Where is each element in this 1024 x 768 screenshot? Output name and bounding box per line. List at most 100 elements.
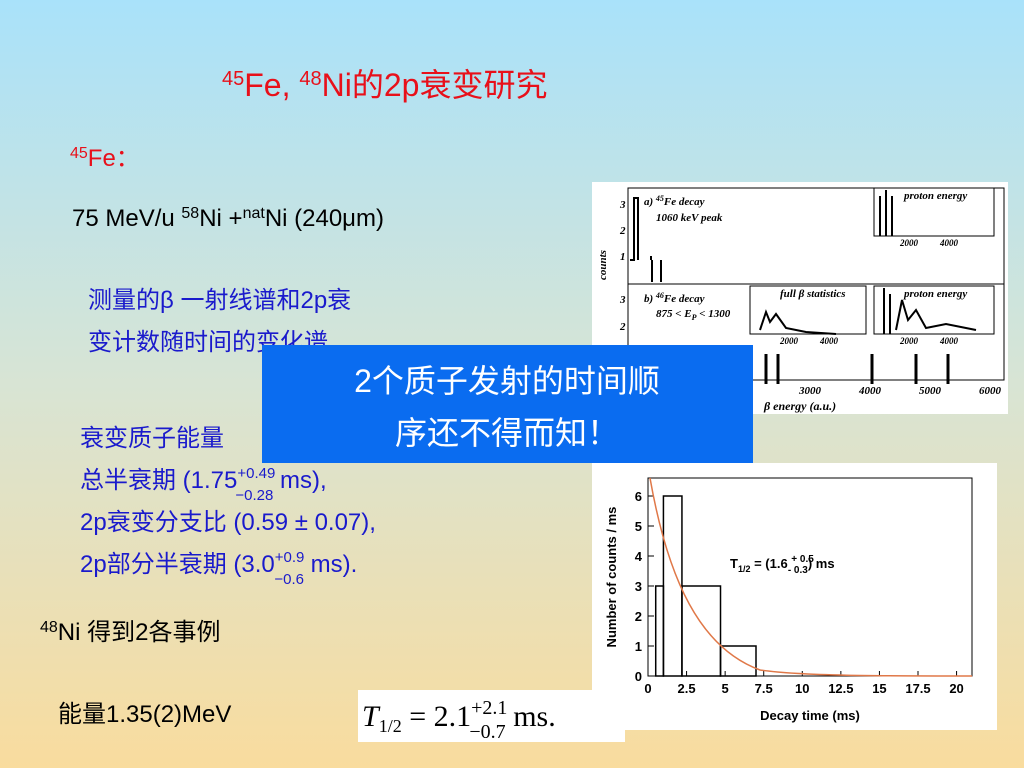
text: a) [644,196,656,208]
sup: 45 [70,145,88,162]
sup: 48 [299,68,321,90]
tick-label: 5000 [919,385,942,397]
result-line: 2p衰变分支比 (0.59 ± 0.07), [80,509,376,536]
inset [873,187,995,237]
tick-label: 2 [619,321,626,333]
x-tick-label: 7.5 [755,681,773,696]
callout-line: 2个质子发射的时间顺 [354,363,660,399]
note-line: 测量的β 一射线谱和2p衰 [88,287,351,314]
sup: nat [243,205,266,222]
plot-frame [647,477,973,677]
annotation-part: - 0.3 [788,565,808,576]
text: ms), [273,467,326,494]
formula: T1/2 = 2.1+2.1 −0.7 ms. [362,697,556,743]
text: Fe decay [663,293,705,305]
callout-box [262,345,753,463]
panel-detail: 875 < EP < 1300 [656,308,731,322]
formula-box [358,690,625,742]
y-tick-label: 2 [635,609,642,624]
x-tick-label: 10 [795,681,809,696]
tick-label: 3 [619,294,626,306]
y-tick-label: 4 [635,549,643,564]
bar [681,585,722,677]
text: ms). [304,551,357,578]
y-tick-label: 0 [635,669,642,684]
tick-label: 2000 [779,336,799,346]
sup: 58 [181,205,199,222]
section-heading: 48Ni 得到2各事例 [40,619,220,647]
sup: 45 [655,194,664,203]
tick-label: 4000 [858,385,882,397]
sup: 48 [40,619,58,636]
y-tick-label: 5 [635,519,642,534]
inset [873,285,995,335]
y-tick-label: 3 [635,579,642,594]
x-tick-label: 17.5 [905,681,930,696]
sub: −0.7 [469,721,505,743]
spectrum-lines [630,190,977,335]
result-line: 总半衰期 (1.75+0.49 −0.28 ms), [80,465,327,504]
y-tick-label: 1 [635,639,642,654]
histogram-panel: 0 2.5 5 7.5 10 12.5 15 17.5 20 0 1 2 3 4 5 6 Decay time … [592,463,997,730]
annotation-part: 1/2 [738,564,751,574]
inset-title: proton energy [903,288,967,300]
sup: +2.1 [471,697,507,719]
y-tick-label: 6 [635,489,642,504]
x-tick-label: 2.5 [678,681,696,696]
energy-text: 能量1.35(2)MeV [58,701,231,728]
annotation-part: + 0.5 [791,554,814,565]
tick-label: 2000 [899,336,919,346]
sup: 45 [222,68,244,90]
text: 总半衰期 (1.75 [80,467,237,494]
text: T [362,700,381,733]
sub: −0.6 [274,571,304,588]
tick-label: 2000 [899,238,919,248]
panel-label: b) 46Fe decay [644,291,705,306]
text: 875 < E [656,308,692,320]
bar [719,645,757,677]
tick-label: 3 [619,199,626,211]
slide-title: 45Fe, 48Ni的2p衰变研究 [222,67,547,103]
sup: +0.49 [237,465,275,482]
fit-curve [649,477,973,677]
beam-text: 75 MeV/u 58Ni +natNi (240μm) [72,205,384,233]
tick-label: 3000 [798,385,822,397]
axis-label: counts [597,250,609,280]
x-tick-label: 0 [644,681,651,696]
event-lines [764,354,950,384]
inset-title: proton energy [903,190,967,202]
sub: 1/2 [379,716,402,736]
text: Fe： [88,145,140,172]
text: = 2.1 [402,700,471,733]
text: Ni的2p衰变研究 [322,67,548,103]
result-line: 2p部分半衰期 (3.0+0.9 −0.6 ms). [80,549,357,588]
x-axis-label: Decay time (ms) [760,708,860,723]
text: < 1300 [697,308,731,320]
callout-line: 序还不得而知！ [395,415,619,451]
text: 2p部分半衰期 (3.0 [80,551,275,578]
text: Ni (240μm) [265,205,384,232]
sub: −0.28 [235,487,273,504]
x-tick-label: 12.5 [828,681,853,696]
x-tick-label: 20 [949,681,963,696]
section-heading: 45Fe： [70,145,140,173]
panel-detail: 1060 keV peak [656,212,723,224]
text: Fe, [244,67,299,103]
sup: 46 [655,291,664,300]
x-tick-label: 5 [722,681,729,696]
sup: +0.9 [275,549,305,566]
text: b) [644,293,656,305]
annotation: T1/2 = (1.6 + 0.5- 0.3) ms [730,554,835,576]
text: Ni + [199,205,242,232]
annotation-part: T [730,556,738,571]
inset [749,285,867,335]
sub: P [692,313,697,322]
annotation-part: = (1.6 [750,556,791,571]
result-line: 衰变质子能量 [80,425,224,452]
y-axis-label: Number of counts / ms [604,507,619,648]
text: 75 MeV/u [72,205,181,232]
tick-label: 1 [620,251,626,263]
axis-label: β energy (a.u.) [763,399,836,413]
tick-label: 4000 [939,238,959,248]
